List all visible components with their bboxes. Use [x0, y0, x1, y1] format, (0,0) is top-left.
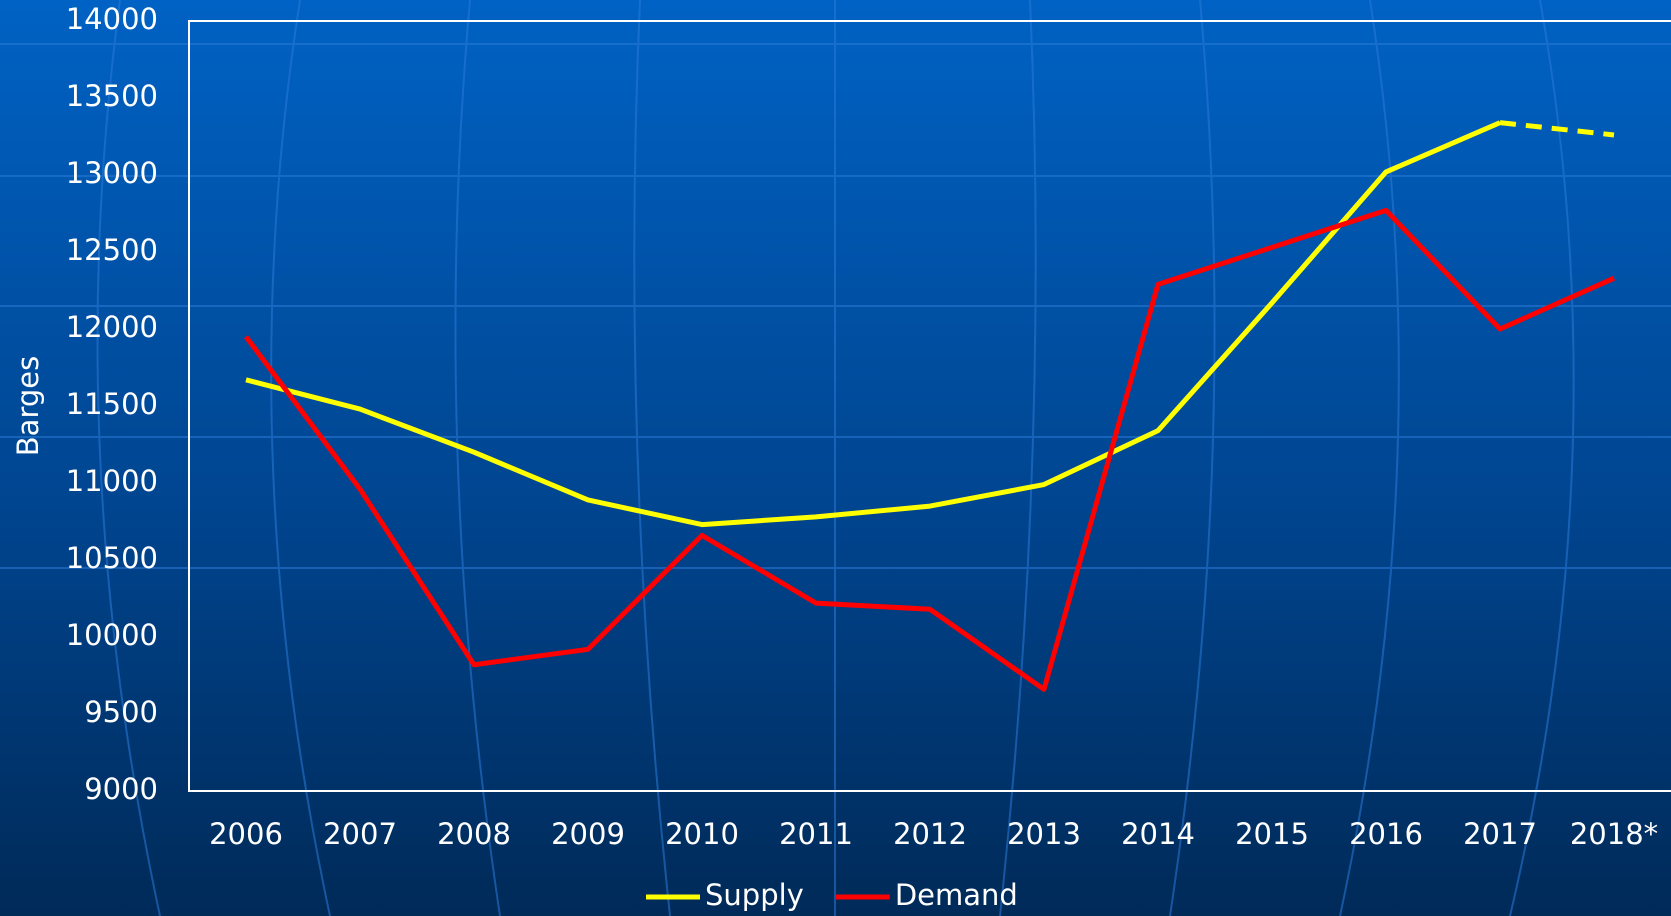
y-tick-label: 14000	[66, 2, 158, 36]
y-tick-label: 11500	[66, 387, 158, 421]
y-tick-label: 9500	[84, 695, 158, 729]
y-tick-label: 10000	[66, 618, 158, 652]
x-tick-label: 2011	[779, 817, 853, 851]
series-line	[245, 120, 1501, 528]
legend-label: Demand	[895, 878, 1018, 912]
series-line	[243, 207, 1616, 692]
x-tick-label: 2010	[665, 817, 739, 851]
y-axis-label: Barges	[11, 356, 45, 456]
x-tick-label: 2017	[1463, 817, 1537, 851]
y-tick-label: 13000	[66, 156, 158, 190]
y-tick-label: 11000	[66, 464, 158, 498]
y-tick-label: 12000	[66, 310, 158, 344]
x-tick-label: 2006	[209, 817, 283, 851]
y-tick-label: 12500	[66, 233, 158, 267]
x-tick-label: 2018*	[1570, 817, 1658, 851]
x-tick-label: 2012	[893, 817, 967, 851]
x-tick-label: 2008	[437, 817, 511, 851]
x-tick-label: 2015	[1235, 817, 1309, 851]
x-tick-label: 2016	[1349, 817, 1423, 851]
series-line-dashed	[1499, 120, 1615, 138]
y-tick-label: 9000	[84, 772, 158, 806]
y-tick-label: 13500	[66, 79, 158, 113]
x-tick-label: 2014	[1121, 817, 1195, 851]
legend-label: Supply	[705, 878, 804, 912]
x-tick-label: 2009	[551, 817, 625, 851]
y-tick-label: 10500	[66, 541, 158, 575]
x-tick-label: 2007	[323, 817, 397, 851]
x-tick-label: 2013	[1007, 817, 1081, 851]
